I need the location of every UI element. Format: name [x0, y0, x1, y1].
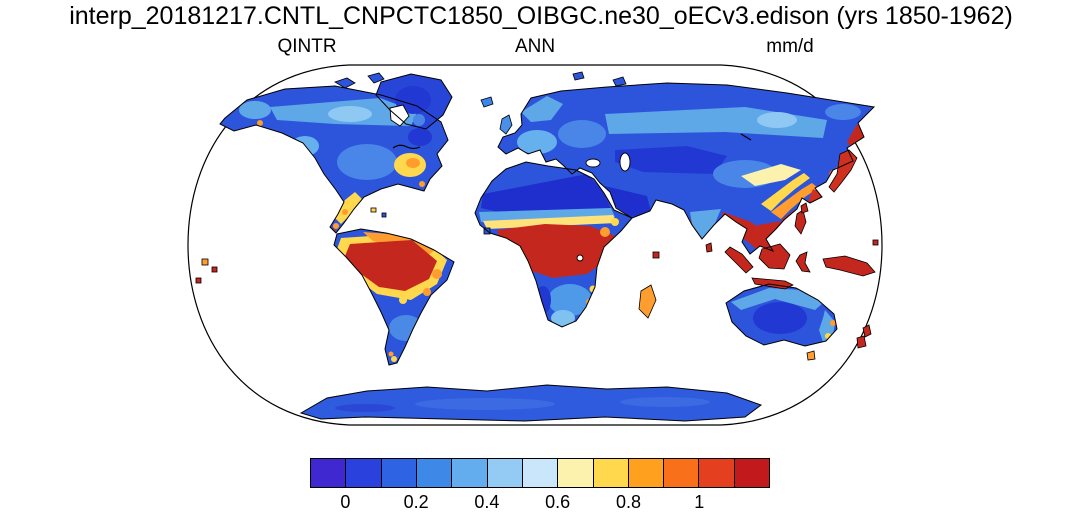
island-new-zealand-south [856, 335, 867, 349]
island-caribbean-1 [370, 207, 377, 213]
kamchatka-region [847, 124, 865, 149]
island-sulawesi [795, 251, 811, 273]
colorbar-tick-label: 1 [694, 492, 705, 512]
island-borneo [758, 243, 791, 270]
sahara-low-region [481, 174, 611, 216]
island-japan [828, 149, 858, 193]
hudson-bay [389, 104, 410, 127]
colorbar-segment [416, 459, 453, 487]
india-region [690, 209, 721, 239]
colorbar-tick-label: 0 [340, 492, 351, 512]
eurasia-data-shading [517, 96, 865, 251]
island-arctic-2 [367, 72, 385, 84]
lake-baikal [740, 133, 752, 141]
caspian-sea [619, 152, 631, 172]
island-pacific-1 [201, 258, 209, 266]
colorbar-segment [593, 459, 629, 487]
variable-label: QINTR [277, 36, 337, 57]
amazon-high-region [345, 240, 437, 291]
plot-title: interp_20181217.CNTL_CNPCTC1850_OIBGC.ne… [69, 2, 1013, 30]
colorbar-ticks: 0 0.2 0.4 0.6 0.8 1 [310, 492, 770, 516]
island-west-pacific [872, 239, 879, 246]
island-new-zealand-north [862, 324, 872, 338]
colorbar-tick-label: 0.2 [403, 492, 429, 512]
island-britain [499, 114, 513, 135]
colorbar-segment [522, 459, 559, 487]
units-label: mm/d [766, 36, 814, 57]
colorbar-segment [487, 459, 523, 487]
islands [195, 71, 879, 361]
colorbar-segment [699, 459, 735, 487]
lake-victoria [576, 254, 584, 262]
colorbar-segment [664, 459, 700, 487]
central-asia-low-region [615, 146, 727, 174]
black-sea [585, 158, 601, 168]
arabia-low-region [605, 186, 651, 217]
colorbar-segment [628, 459, 665, 487]
colorbar-tick-label: 0.4 [474, 492, 500, 512]
australia-data-shading [726, 288, 836, 342]
season-label: ANN [514, 36, 556, 57]
world-map [187, 64, 883, 426]
island-pacific-2 [211, 266, 218, 273]
colorbar-segment [452, 459, 488, 487]
mexico-high-region [335, 192, 362, 224]
island-arctic-1 [334, 77, 356, 89]
colorbar-segment [558, 459, 594, 487]
island-iceland [480, 96, 494, 108]
colorbar-segment [381, 459, 417, 487]
island-novaya-zemlya [612, 76, 627, 87]
australia-interior-low-region [753, 302, 807, 334]
great-lakes [392, 144, 421, 150]
colorbar-segment [346, 459, 382, 487]
colorbar-tick-label: 0.8 [615, 492, 641, 512]
colorbar [310, 458, 770, 488]
island-tasmania [806, 350, 816, 361]
lakes-and-seas [389, 104, 631, 262]
colorbar-segment [311, 459, 347, 487]
antarctica-data-shading [335, 397, 710, 412]
island-pacific-3 [195, 277, 202, 284]
island-indian-ocean [652, 251, 660, 259]
colorbar-tick-label: 0.6 [545, 492, 571, 512]
island-sri-lanka [705, 242, 713, 253]
colorbar-segment [734, 459, 770, 487]
island-new-guinea [822, 255, 876, 277]
island-madagascar [638, 284, 657, 319]
island-svalbard [572, 71, 585, 81]
island-caribbean-2 [381, 212, 387, 218]
island-taiwan [800, 202, 809, 214]
island-sumatra [724, 246, 754, 274]
